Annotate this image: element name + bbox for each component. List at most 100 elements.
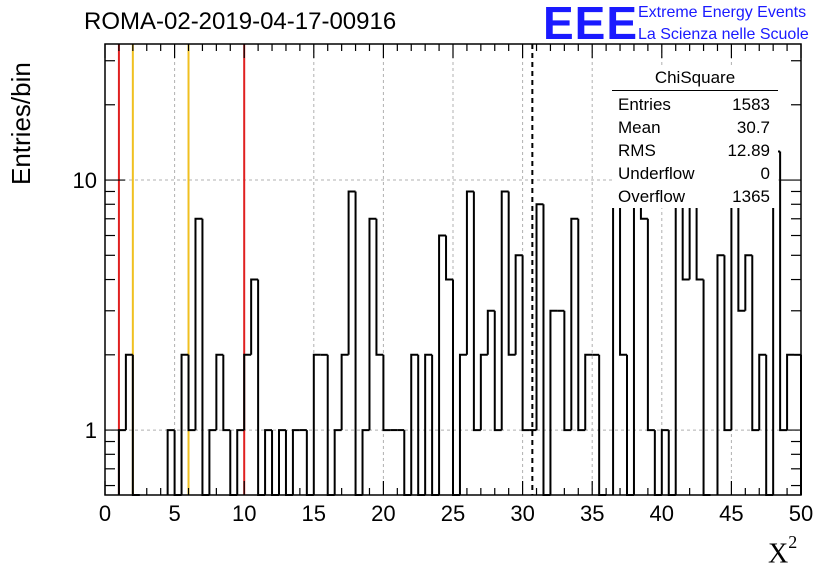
histogram-bin [612, 190, 621, 495]
histogram-bin [695, 191, 704, 281]
histogram-bin [765, 354, 774, 496]
stats-row-mean: Mean 30.7 [612, 116, 778, 139]
logo-line-2: La Scienza nelle Scuole [638, 26, 809, 43]
histogram-bin [584, 353, 593, 431]
run-title: ROMA-02-2019-04-17-00916 [84, 8, 397, 35]
x-axis-label-sup: 2 [788, 532, 798, 552]
x-tick-label: 30 [510, 501, 534, 526]
histogram-bin [410, 353, 419, 495]
stats-value: 0 [760, 164, 770, 183]
eee-logo: EEE Extreme Energy Events La Scienza nel… [543, 0, 833, 49]
histogram-bin [674, 190, 683, 495]
histogram-bin [187, 354, 196, 432]
histogram-bin [222, 354, 231, 432]
histogram-bin [452, 279, 460, 496]
stats-value: 30.7 [736, 118, 770, 137]
stats-row-underflow: Underflow 0 [612, 162, 778, 185]
stats-row-rms: RMS 12.89 [612, 139, 778, 162]
histogram-bin [465, 190, 474, 355]
histogram-bin [326, 354, 335, 496]
histogram-bin [354, 191, 363, 496]
stats-title: ChiSquare [612, 68, 778, 91]
x-tick-label: 15 [302, 501, 326, 526]
histogram-bin [653, 430, 662, 496]
x-tick-label: 20 [371, 501, 395, 526]
eee-logo-mark: EEE [543, 0, 639, 49]
x-tick-label: 0 [99, 501, 111, 526]
tick-labels: 0 5 10 15 20 25 30 35 40 45 50 1 10 [73, 168, 814, 526]
histogram-bin [535, 203, 544, 431]
histogram-bin [271, 430, 279, 496]
histogram-bin [250, 278, 259, 355]
histogram-bin [479, 353, 488, 431]
histogram-bin [291, 429, 300, 495]
histogram-bin [681, 191, 690, 281]
histogram-bin [549, 309, 558, 495]
x-axis-label: X2 [768, 532, 797, 570]
histogram-bin [424, 353, 433, 495]
histogram-bin [577, 218, 586, 432]
histogram-bin [305, 430, 314, 496]
histogram-bin [632, 190, 641, 495]
histogram-bin [361, 429, 370, 495]
y-tick-label: 10 [73, 168, 97, 193]
histogram-bin [368, 217, 377, 431]
histogram-bin [786, 353, 795, 431]
histogram-bin [180, 353, 189, 495]
histogram-bin [215, 353, 224, 431]
histogram-bin [278, 429, 286, 495]
histogram-bin [243, 353, 252, 431]
histogram-bin [542, 204, 551, 496]
stats-label: RMS [618, 141, 656, 160]
stats-box: ChiSquare Entries 1583 Mean 30.7 RMS 12.… [612, 68, 778, 208]
histogram-bin [598, 354, 607, 496]
stats-value: 1365 [732, 187, 770, 206]
histogram-bin [445, 235, 453, 281]
histogram-bin [340, 353, 349, 431]
stats-label: Overflow [618, 187, 686, 206]
stats-value: 12.89 [727, 141, 770, 160]
histogram-bin [486, 309, 495, 355]
x-tick-label: 35 [580, 501, 604, 526]
histogram-bin [236, 429, 245, 495]
histogram-bin [284, 430, 293, 496]
x-tick-label: 5 [168, 501, 180, 526]
histogram-bin [257, 279, 266, 496]
histogram-bin [208, 429, 217, 495]
histogram-bin [382, 354, 391, 432]
histogram-bin [723, 255, 732, 432]
histogram-bin [458, 353, 467, 495]
histogram-bin [702, 279, 711, 496]
histogram-bin [431, 354, 440, 496]
histogram-bin [667, 430, 676, 496]
histogram-bin [744, 254, 753, 311]
histogram-bin [779, 151, 788, 432]
histogram-bin [716, 254, 725, 495]
y-axis-label: Entries/bin [6, 62, 36, 185]
histogram-bin [751, 255, 760, 432]
x-tick-label: 45 [719, 501, 743, 526]
histogram-bin [626, 354, 634, 496]
histogram-bin [438, 234, 447, 495]
stats-row-overflow: Overflow 1365 [612, 185, 778, 208]
stats-label: Underflow [618, 164, 695, 183]
histogram-bin [166, 429, 175, 495]
logo-line-1: Extreme Energy Events [638, 4, 807, 21]
histogram-bin [201, 218, 210, 496]
histogram-bin [347, 190, 356, 355]
histogram-bin [507, 191, 516, 356]
x-tick-label: 25 [441, 501, 465, 526]
histogram-bin [472, 191, 481, 432]
histogram-bin [758, 353, 767, 431]
x-tick-label: 40 [650, 501, 674, 526]
x-tick-label: 10 [232, 501, 256, 526]
x-axis-label-text: X [768, 538, 789, 570]
histogram-bin [514, 254, 523, 355]
histogram-bin [117, 429, 126, 495]
y-tick-label: 1 [85, 418, 97, 443]
stats-value: 1583 [732, 95, 770, 114]
histogram-bin [493, 310, 502, 432]
histogram-bin [521, 255, 530, 432]
stats-label: Mean [618, 118, 661, 137]
histogram-bin [500, 190, 509, 431]
